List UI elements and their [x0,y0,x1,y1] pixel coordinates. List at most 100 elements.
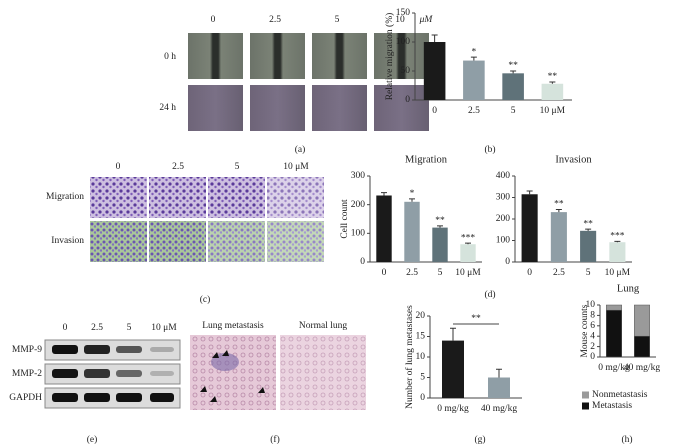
panel-label: (d) [484,289,495,300]
column-label: 5 [235,162,240,172]
panel-label: (e) [87,434,98,445]
blot-band [150,371,174,376]
row-label: MMP-9 [12,345,42,355]
transwell-image [90,221,147,262]
x-tick-label: 5 [586,268,591,278]
bar [404,201,420,262]
row-label: GAPDH [9,393,42,403]
row-label: MMP-2 [12,369,42,379]
scratch-image [312,33,367,79]
error-bar [450,327,456,341]
blot-band [116,370,142,377]
panel-label: (b) [484,144,495,155]
y-tick-label: 100 [351,229,366,239]
significance-label: ** [583,219,593,229]
y-axis-label: Number of lung metastases [404,305,415,409]
bar [521,194,538,262]
error-bar [549,81,556,84]
error-bar [470,56,477,61]
x-tick-label: 10 μM [605,268,631,278]
y-tick-label: 0 [360,257,365,267]
error-bar [409,198,415,202]
column-label: 2.5 [91,323,103,333]
y-tick-label: 6 [590,321,595,331]
x-tick-label: 2.5 [406,268,418,278]
significance-label: ** [548,72,558,82]
y-axis-label: Cell count [340,199,350,239]
transwell-image [149,177,206,218]
image-title: Lung metastasis [202,321,264,331]
column-label: 0 [211,15,216,25]
y-tick-label: 300 [351,171,366,181]
y-tick-label: 50 [401,66,411,76]
chart-title: Invasion [555,154,592,165]
bar [488,377,510,398]
bar [463,60,485,100]
unit-label: μM [419,15,434,25]
blot-band [52,393,78,402]
x-tick-label: 0 mg/kg [598,363,630,373]
micrographs [44,33,429,410]
blot-band [116,346,142,353]
legend-swatch [582,402,589,410]
panel-label: (h) [621,434,632,445]
y-tick-label: 100 [496,236,511,246]
x-tick-label: 2.5 [468,106,480,116]
histology-image [190,335,276,410]
y-tick-label: 10 [586,300,596,310]
y-tick-label: 200 [496,214,511,224]
blot-band [116,393,142,402]
bar-segment [634,335,650,358]
panel-label: (g) [474,434,485,445]
chart-title: Migration [405,154,448,165]
scratch-image [250,33,305,79]
legend-label: Metastasis [592,401,632,411]
x-tick-label: 2.5 [553,268,565,278]
significance-label: * [410,189,415,199]
y-tick-label: 0 [420,393,425,403]
row-label: 24 h [159,103,176,113]
error-bar [496,368,502,378]
bar [432,227,448,262]
y-axis-label: Relative migration (%) [384,13,395,101]
bar [502,73,524,100]
bar [460,244,476,262]
blot-band [52,369,78,378]
column-label: 0 [63,323,68,333]
row-label: Invasion [51,236,84,246]
error-bar [465,242,471,245]
column-label: 2.5 [269,15,281,25]
significance-label: *** [461,233,476,243]
error-bar [614,240,621,243]
transwell-image [267,177,324,218]
column-label: 10 [395,15,405,25]
x-tick-label: 0 [432,106,437,116]
blot-band [150,347,174,352]
scratch-image [374,33,429,79]
x-tick-label: 5 [438,268,443,278]
bar-segment [606,309,622,358]
significance-label: ** [508,61,518,71]
error-bar [510,70,517,74]
error-bar [526,190,533,195]
bar [423,42,446,100]
row-label: 0 h [164,52,176,62]
bar [442,340,464,398]
error-bar [431,34,438,42]
transwell-image [267,221,324,262]
y-tick-label: 8 [590,311,595,321]
column-label: 5 [127,323,132,333]
blot-strip [44,363,181,385]
chart-title: Lung [617,283,640,294]
x-tick-label: 10 μM [540,106,566,116]
panel-label: (a) [295,144,306,155]
column-label: 10 μM [151,323,177,333]
y-tick-label: 10 [416,352,426,362]
y-tick-label: 15 [416,332,426,342]
bar [580,230,597,262]
legend-swatch [582,391,589,399]
transwell-image [208,221,265,262]
scratch-image [312,85,367,131]
bar [609,242,626,262]
